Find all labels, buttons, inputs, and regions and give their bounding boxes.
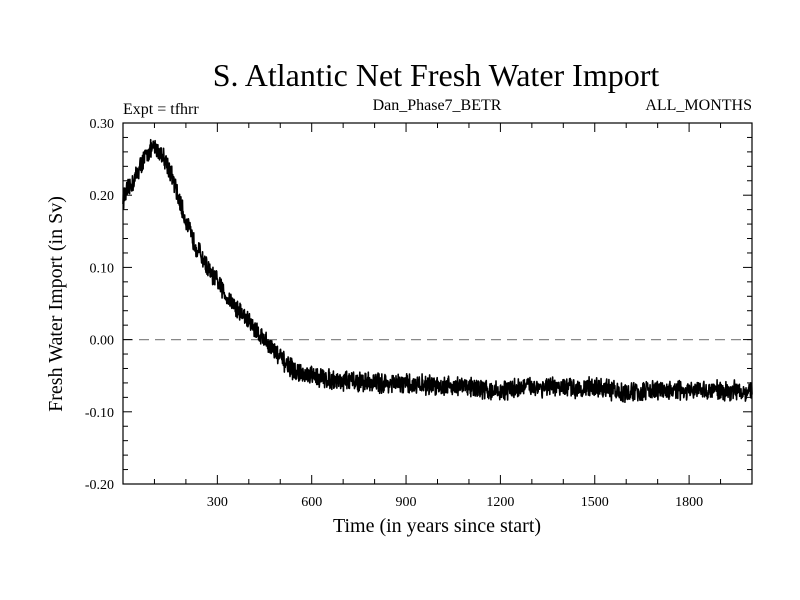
y-tick-label: -0.10	[85, 406, 114, 421]
y-axis-label: Fresh Water Import (in Sv)	[45, 196, 67, 412]
experiment-label: Expt = tfhrr	[123, 101, 199, 118]
data-series-line	[122, 138, 753, 404]
chart-title: S. Atlantic Net Fresh Water Import	[213, 57, 660, 93]
x-tick-label: 1800	[675, 495, 703, 510]
months-label: ALL_MONTHS	[645, 97, 752, 114]
x-tick-label: 1200	[486, 495, 514, 510]
y-tick-label: 0.00	[90, 334, 115, 349]
plot-area: 300 600 900 1200 1500 1800 -0.20 -0.10 0.00 0.10 0…	[85, 117, 753, 510]
y-tick-label: 0.30	[90, 117, 115, 132]
x-tick-label: 600	[301, 495, 322, 510]
y-tick-label: 0.20	[90, 189, 115, 204]
y-tick-label: -0.20	[85, 478, 114, 493]
y-tick-label: 0.10	[90, 261, 115, 276]
x-tick-label: 1500	[581, 495, 609, 510]
x-tick-label: 300	[207, 495, 228, 510]
x-tick-label: 900	[396, 495, 417, 510]
x-axis-label: Time (in years since start)	[333, 515, 541, 537]
run-label: Dan_Phase7_BETR	[373, 97, 502, 114]
plot-frame	[122, 122, 753, 485]
